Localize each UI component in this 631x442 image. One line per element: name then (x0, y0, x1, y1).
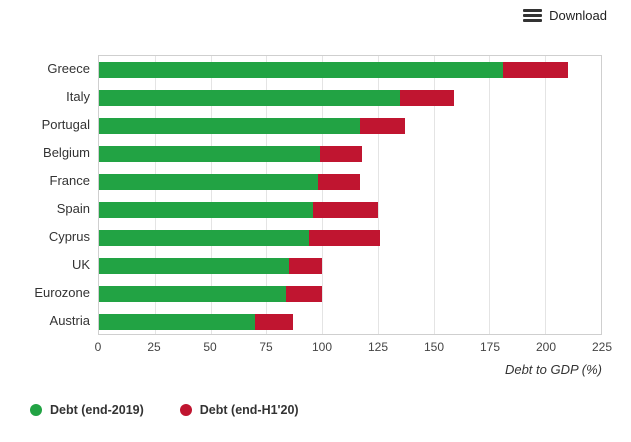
bar-segment-end-2019[interactable] (99, 230, 309, 246)
download-label: Download (549, 8, 607, 23)
gridline (210, 56, 212, 334)
gridline (322, 56, 324, 334)
bar-segment-end-h120[interactable] (288, 258, 323, 274)
bar-row (99, 146, 601, 162)
category-label: Austria (49, 313, 90, 328)
legend: Debt (end-2019) Debt (end-H1'20) (30, 403, 299, 417)
bar-segment-end-h120[interactable] (286, 286, 323, 302)
x-tick-label: 200 (535, 340, 557, 354)
bar-segment-end-2019[interactable] (99, 146, 320, 162)
category-label: Eurozone (34, 285, 90, 300)
bar-row (99, 286, 601, 302)
bar-segment-end-h120[interactable] (400, 90, 454, 106)
bar-row (99, 314, 601, 330)
bar-segment-end-h120[interactable] (502, 62, 568, 78)
bar-row (99, 258, 601, 274)
x-axis-ticks: 0 25 50 75 100 125 150 175 200 225 (94, 340, 612, 356)
x-tick-label: 100 (311, 340, 333, 354)
bar-segment-end-2019[interactable] (99, 90, 401, 106)
legend-label: Debt (end-2019) (50, 403, 144, 417)
x-tick-label: 150 (423, 340, 445, 354)
category-label: Italy (66, 89, 90, 104)
download-button[interactable]: Download (521, 6, 609, 25)
gridline (433, 56, 435, 334)
legend-marker-icon (179, 404, 192, 416)
bar-row (99, 118, 601, 134)
bar-segment-end-2019[interactable] (99, 286, 287, 302)
bar-row (99, 202, 601, 218)
gridline (377, 56, 379, 334)
hamburger-menu-icon (523, 9, 543, 22)
category-label: Cyprus (48, 229, 90, 244)
category-label: UK (71, 257, 90, 272)
bar-segment-end-h120[interactable] (317, 174, 361, 190)
category-label: Belgium (43, 145, 90, 160)
plot-area (98, 55, 602, 335)
bar-segment-end-h120[interactable] (319, 146, 363, 162)
x-tick-label: 0 (94, 340, 102, 354)
x-tick-label: 25 (147, 340, 161, 354)
bar-row (99, 90, 601, 106)
bar-segment-end-2019[interactable] (99, 258, 289, 274)
bar-segment-end-h120[interactable] (360, 118, 405, 134)
legend-item[interactable]: Debt (end-H1'20) (179, 403, 299, 417)
category-label: Spain (56, 201, 90, 216)
bar-segment-end-2019[interactable] (99, 202, 314, 218)
bar-row (99, 174, 601, 190)
category-label: Greece (47, 61, 90, 76)
bar-segment-end-2019[interactable] (99, 314, 256, 330)
x-tick-label: 50 (203, 340, 217, 354)
gridline (266, 56, 268, 334)
x-tick-label: 125 (367, 340, 389, 354)
y-axis-labels: Greece Italy Portugal Belgium France Spain Cyp… (0, 55, 90, 335)
legend-label: Debt (end-H1'20) (199, 403, 299, 417)
bar-row (99, 230, 601, 246)
bar-row (99, 62, 601, 78)
legend-marker-icon (30, 404, 42, 416)
x-tick-label: 175 (479, 340, 501, 354)
bar-segment-end-h120[interactable] (313, 202, 378, 218)
x-tick-label: 225 (591, 340, 613, 354)
x-axis-title: Debt to GDP (%) (504, 362, 602, 377)
bar-segment-end-h120[interactable] (255, 314, 294, 330)
gridline (154, 56, 156, 334)
bar-segment-end-2019[interactable] (99, 62, 503, 78)
bar-segment-end-2019[interactable] (99, 174, 318, 190)
gridline (489, 56, 491, 334)
bar-segment-end-2019[interactable] (99, 118, 361, 134)
gridline (545, 56, 547, 334)
category-label: France (49, 173, 90, 188)
legend-item[interactable]: Debt (end-2019) (30, 403, 144, 417)
category-label: Portugal (41, 117, 90, 132)
bar-segment-end-h120[interactable] (308, 230, 381, 246)
x-tick-label: 75 (259, 340, 273, 354)
